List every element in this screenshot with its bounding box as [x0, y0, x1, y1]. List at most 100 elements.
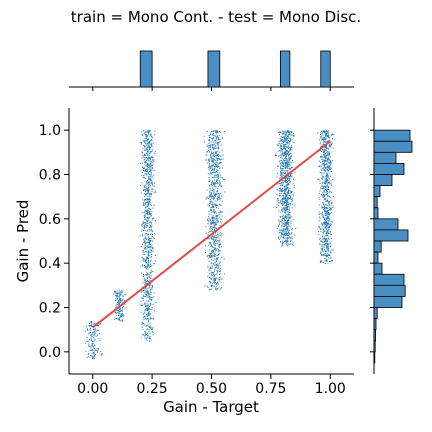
scatter-point	[326, 252, 328, 254]
scatter-point	[150, 171, 152, 173]
scatter-point	[280, 233, 282, 235]
scatter-point	[152, 237, 154, 239]
scatter-point	[209, 281, 211, 282]
scatter-point	[211, 251, 213, 253]
scatter-point	[210, 236, 212, 238]
scatter-point	[216, 270, 218, 272]
scatter-point	[144, 317, 146, 319]
scatter-point	[283, 145, 285, 146]
scatter-point	[282, 245, 284, 247]
scatter-point	[325, 227, 327, 229]
scatter-point	[151, 218, 153, 219]
scatter-point	[143, 170, 145, 172]
scatter-point	[285, 203, 287, 204]
scatter-point	[145, 131, 147, 133]
scatter-point	[119, 294, 121, 296]
scatter-point	[211, 223, 213, 224]
scatter-point	[144, 290, 146, 292]
scatter-point	[280, 139, 282, 141]
scatter-point	[282, 204, 284, 205]
scatter-point	[146, 334, 147, 336]
scatter-point	[213, 168, 215, 170]
y-tick-label: 0.6	[39, 212, 61, 228]
scatter-point	[149, 238, 150, 240]
scatter-point	[295, 227, 297, 229]
scatter-point	[216, 289, 218, 291]
scatter-point	[287, 190, 289, 192]
scatter-point	[212, 183, 214, 185]
scatter-point	[142, 204, 144, 206]
scatter-point	[278, 189, 280, 191]
scatter-point	[141, 256, 143, 258]
scatter-point	[140, 300, 142, 302]
scatter-point	[206, 285, 208, 287]
scatter-point	[142, 176, 144, 178]
scatter-point	[211, 274, 212, 276]
scatter-point	[218, 251, 220, 253]
scatter-point	[146, 226, 148, 228]
scatter-point	[286, 218, 288, 220]
scatter-point	[287, 135, 289, 137]
right-hist-bar	[373, 151, 397, 164]
scatter-point	[152, 234, 153, 235]
scatter-point	[214, 156, 216, 158]
scatter-point	[100, 351, 102, 353]
scatter-point	[283, 185, 285, 187]
scatter-point	[281, 232, 283, 234]
scatter-point	[286, 202, 288, 204]
scatter-point	[141, 297, 143, 299]
scatter-point	[150, 151, 152, 153]
scatter-point	[148, 217, 150, 219]
scatter-point	[93, 330, 95, 332]
scatter-point	[209, 181, 211, 183]
scatter-point	[288, 161, 289, 163]
scatter-point	[97, 325, 99, 327]
scatter-point	[212, 214, 214, 216]
scatter-point	[216, 259, 218, 261]
scatter-point	[214, 258, 216, 260]
scatter-point	[213, 224, 215, 226]
scatter-point	[288, 203, 290, 205]
scatter-point	[288, 151, 290, 153]
scatter-point	[149, 168, 151, 170]
scatter-point	[149, 134, 151, 136]
scatter-point	[327, 217, 329, 219]
scatter-point	[284, 145, 286, 147]
scatter-point	[151, 253, 153, 255]
scatter-point	[327, 262, 329, 264]
scatter-point	[214, 249, 216, 250]
scatter-point	[146, 242, 148, 244]
scatter-point	[279, 137, 281, 139]
scatter-point	[140, 163, 142, 165]
scatter-point	[210, 150, 212, 152]
scatter-point	[148, 176, 149, 178]
scatter-point	[284, 154, 286, 156]
scatter-point	[208, 210, 210, 212]
scatter-point	[213, 143, 215, 145]
scatter-point	[206, 162, 208, 164]
scatter-point	[283, 163, 285, 165]
scatter-point	[141, 225, 143, 227]
scatter-point	[220, 176, 222, 178]
scatter-point	[100, 354, 102, 356]
scatter-point	[88, 332, 90, 334]
scatter-point	[213, 205, 214, 207]
scatter-point	[322, 160, 323, 162]
scatter-point	[211, 230, 213, 232]
scatter-point	[214, 212, 216, 213]
scatter-point	[287, 240, 289, 242]
scatter-point	[149, 157, 151, 159]
scatter-point	[220, 198, 222, 200]
scatter-point	[148, 236, 150, 238]
scatter-point	[91, 355, 93, 357]
scatter-point	[328, 137, 330, 139]
scatter-point	[220, 131, 222, 133]
scatter-point	[87, 354, 89, 356]
scatter-point	[145, 260, 147, 262]
scatter-point	[214, 230, 215, 231]
scatter-point	[328, 165, 330, 167]
scatter-point	[320, 156, 322, 158]
scatter-point	[209, 179, 211, 181]
scatter-point	[142, 199, 144, 201]
scatter-point	[217, 156, 219, 158]
